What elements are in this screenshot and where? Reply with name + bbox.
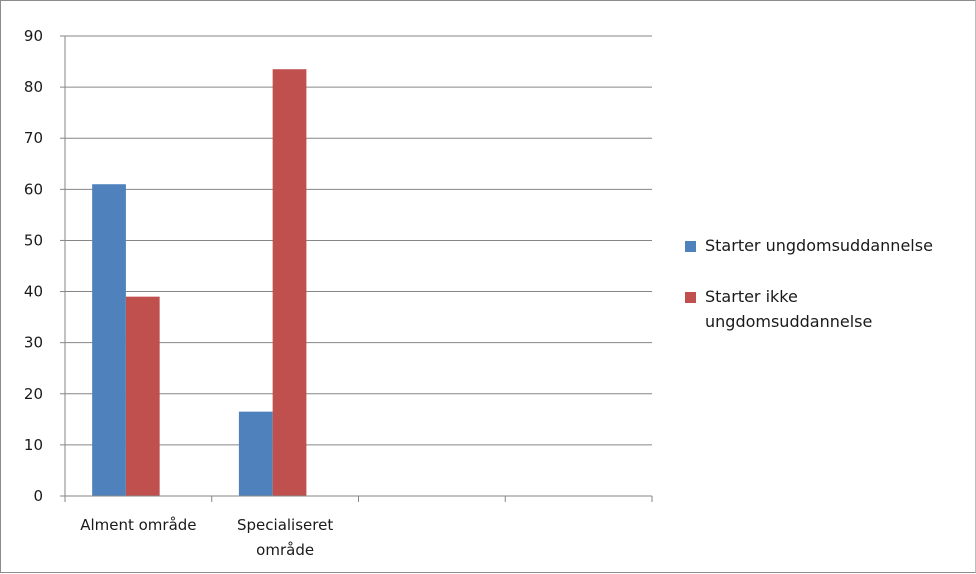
y-tick-label: 60 bbox=[24, 180, 43, 198]
legend-item-series-2: Starter ikke ungdomsuddannelse bbox=[685, 284, 965, 334]
y-tick-label: 90 bbox=[24, 27, 43, 45]
y-tick-label: 50 bbox=[24, 231, 43, 249]
bar-series-1-cat-2 bbox=[238, 411, 273, 496]
bars bbox=[92, 69, 307, 496]
axes bbox=[60, 35, 653, 502]
legend-item-series-1: Starter ungdomsuddannelse bbox=[685, 233, 965, 258]
y-tick-label: 40 bbox=[24, 283, 43, 301]
x-tick-label: Alment område bbox=[80, 516, 196, 534]
legend-label-series-2: Starter ikke ungdomsuddannelse bbox=[705, 287, 873, 331]
bar-series-1-cat-1 bbox=[92, 184, 126, 496]
y-tick-label: 30 bbox=[24, 334, 43, 352]
y-tick-label: 70 bbox=[24, 129, 43, 147]
legend: Starter ungdomsuddannelse Starter ikke u… bbox=[685, 233, 965, 334]
y-tick-labels: 0 10 20 30 40 50 60 70 80 90 bbox=[24, 27, 43, 505]
y-tick-label: 80 bbox=[24, 78, 43, 96]
legend-swatch-series-1 bbox=[685, 241, 696, 252]
y-tick-label: 10 bbox=[24, 436, 43, 454]
gridlines bbox=[65, 35, 652, 446]
bar-series-2-cat-1 bbox=[125, 296, 160, 496]
y-tick-label: 0 bbox=[33, 487, 43, 505]
legend-swatch-series-2 bbox=[685, 292, 696, 303]
legend-label-series-1: Starter ungdomsuddannelse bbox=[705, 236, 933, 255]
x-tick-label: Specialiseret område bbox=[237, 516, 333, 559]
y-tick-label: 20 bbox=[24, 385, 43, 403]
x-tick-labels: Alment område Specialiseret område bbox=[80, 516, 333, 559]
bar-series-2-cat-2 bbox=[272, 69, 307, 496]
